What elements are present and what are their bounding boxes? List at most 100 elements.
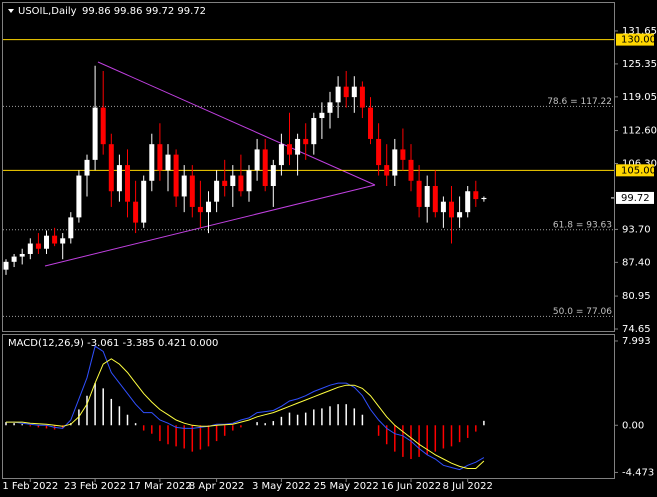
candle-body: [359, 86, 365, 108]
menu-arrow[interactable]: [8, 9, 14, 13]
fib-label: 50.0 = 77.06: [553, 307, 612, 317]
candle-body: [376, 138, 382, 166]
candle-body: [335, 86, 341, 103]
candle-body: [303, 138, 309, 145]
candle-body: [440, 201, 446, 213]
ohlc-header: 99.86 99.86 99.72 99.72: [82, 6, 206, 17]
candle-body: [327, 102, 333, 113]
candle-body: [319, 112, 325, 119]
candle-body: [230, 175, 236, 187]
candle-body: [165, 154, 171, 171]
candle-body: [222, 180, 228, 187]
candle-body: [116, 165, 122, 192]
price-tag: [616, 191, 654, 204]
y-tick-label: 93.70: [622, 224, 651, 235]
x-tick-label: 3 May 2022: [252, 481, 311, 492]
candle-body: [287, 144, 292, 155]
candle-body: [100, 107, 106, 145]
candle-body: [108, 144, 114, 192]
candle-body: [262, 149, 268, 187]
candle-body: [19, 253, 25, 257]
candle-body: [400, 149, 406, 160]
candle-body: [278, 144, 284, 166]
candle-body: [343, 86, 349, 98]
y-tick-label: 112.60: [622, 126, 657, 137]
price-level-label: 130.00: [621, 35, 656, 46]
price-tag-label: 99.72: [621, 193, 650, 204]
candle-body: [197, 206, 203, 213]
macd-y-tick-label: 7.993: [622, 336, 651, 347]
y-tick-label: 87.40: [622, 257, 651, 268]
x-tick-label: 1 Feb 2022: [2, 481, 58, 492]
candle-body: [295, 138, 301, 155]
y-tick-label: 106.30: [622, 159, 657, 170]
candle-body: [432, 186, 438, 213]
candle-body: [3, 261, 9, 270]
main-panel: [2, 2, 615, 332]
candle-body: [449, 201, 454, 218]
macd-line: [6, 345, 485, 471]
candle-body: [351, 86, 357, 98]
triangle-line: [44, 184, 376, 267]
candle-body: [173, 154, 179, 197]
candle-body: [68, 217, 74, 239]
x-tick-label: 8 Apr 2022: [189, 481, 244, 492]
candle-body: [181, 175, 187, 197]
candle-body: [35, 243, 41, 249]
x-tick-label: 16 Jun 2022: [381, 481, 441, 492]
candle-body: [270, 165, 276, 187]
x-tick-label: 25 May 2022: [314, 481, 379, 492]
candle-body: [368, 107, 373, 139]
candle-body: [465, 191, 471, 213]
candle-body: [416, 180, 422, 207]
macd-panel: [2, 334, 615, 479]
candle-body: [392, 149, 398, 176]
y-tick-label: 125.35: [622, 59, 657, 70]
price-level-tag: [616, 33, 654, 46]
y-tick-label: 74.65: [622, 324, 651, 335]
candle-body: [311, 118, 317, 145]
x-tick-label: 8 Jul 2022: [443, 481, 493, 492]
x-tick-label: 23 Feb 2022: [64, 481, 126, 492]
candle-body: [84, 159, 90, 176]
candle-body: [424, 186, 430, 207]
chart-title: USOIL,Daily: [18, 6, 77, 17]
x-tick-label: 17 Mar 2022: [128, 481, 191, 492]
fib-label: 61.8 = 93.63: [553, 220, 612, 230]
candle-body: [408, 159, 414, 181]
macd-title: MACD(12,26,9) -3.061 -3.385 0.421 0.000: [8, 338, 218, 349]
candle-body: [246, 170, 252, 192]
candle-body: [44, 235, 49, 249]
candle-body: [473, 191, 479, 200]
candle-body: [214, 180, 220, 202]
candle-body: [60, 238, 66, 244]
candle-body: [149, 144, 155, 181]
macd-y-tick-label: -4.473: [622, 467, 654, 478]
candle-body: [125, 165, 130, 202]
candle-body: [457, 212, 463, 218]
macd-y-tick-label: 0.00: [622, 420, 644, 431]
candle-body: [189, 175, 195, 207]
macd-line: [6, 358, 485, 469]
candle-body: [141, 180, 147, 223]
candle-body: [92, 107, 98, 160]
candle-body: [133, 201, 139, 223]
fib-label: 78.6 = 117.22: [547, 97, 612, 107]
candle-body: [27, 243, 33, 254]
y-tick-label: 119.05: [622, 92, 657, 103]
y-tick-label: 80.95: [622, 291, 651, 302]
candle-body: [52, 235, 58, 244]
candle-body: [384, 165, 390, 176]
candle-body: [481, 197, 487, 200]
candle-body: [238, 175, 244, 192]
candle-body: [206, 201, 211, 213]
candle-body: [157, 144, 163, 171]
candle-body: [254, 149, 260, 171]
price-level-tag: [616, 164, 654, 177]
y-tick-label: 131.65: [622, 26, 657, 37]
candle-body: [11, 256, 17, 262]
candle-body: [76, 175, 82, 218]
triangle-line: [97, 61, 376, 186]
